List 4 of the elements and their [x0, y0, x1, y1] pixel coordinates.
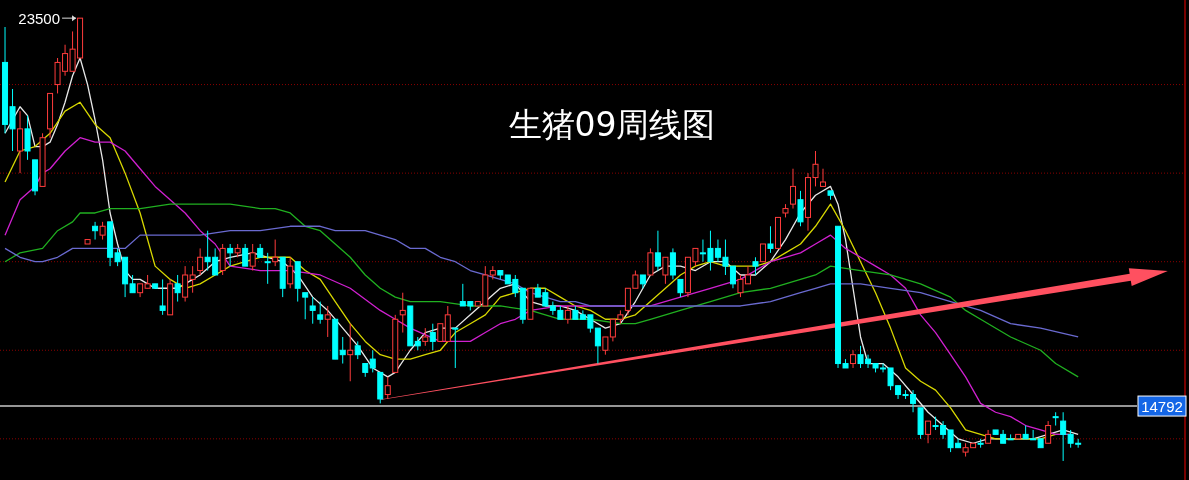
- annotation: 14792: [1137, 395, 1187, 417]
- text: 生猪09周线图: [508, 105, 716, 144]
- annotation: 23500: [18, 10, 77, 28]
- annotation: 23500: [18, 10, 61, 28]
